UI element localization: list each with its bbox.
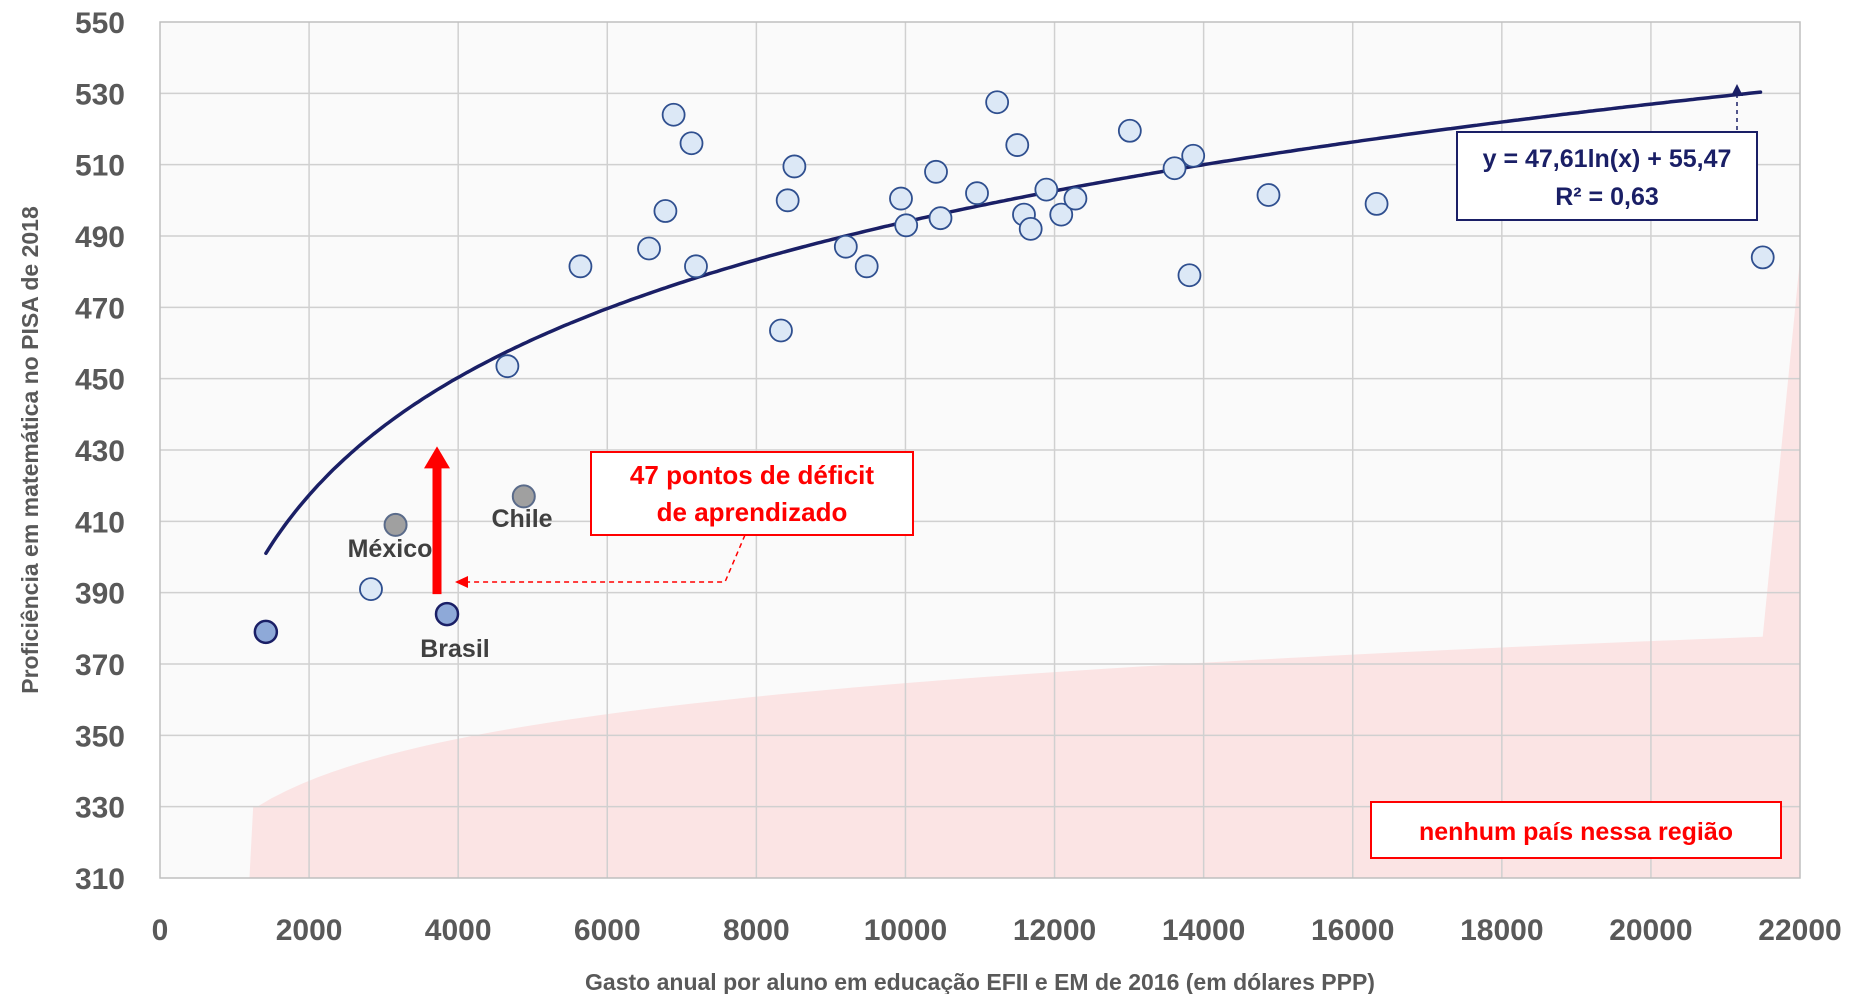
points-layer [253,90,1775,645]
equation-leader-arrowhead [1731,84,1743,96]
r-squared-text: R² = 0,63 [1555,183,1659,211]
x-tick-label: 18000 [1460,914,1543,947]
data-point [1005,133,1030,157]
y-tick-label: 410 [75,506,125,539]
data-point [653,199,678,223]
data-point [1018,216,1043,241]
data-point [359,577,383,601]
data-point [894,213,919,238]
x-tick-label: 20000 [1609,914,1692,947]
point-chile [511,484,536,509]
deficit-line-2: de aprendizado [657,497,848,527]
data-point [1181,143,1206,168]
data-point [1034,177,1059,202]
y-tick-label: 370 [75,649,125,682]
data-point [833,234,858,259]
data-point [889,186,913,211]
y-tick-label: 390 [75,578,125,611]
y-tick-label: 550 [75,7,125,40]
y-tick-label: 530 [75,78,125,111]
data-point [684,254,708,279]
y-axis-title: Proficiência em matemática no PISA de 20… [17,206,43,694]
grid-layer [160,22,1800,878]
data-point [924,159,948,184]
region-label: nenhum país nessa região [1419,818,1733,846]
tick-label-layer: 0 2000 4000 6000 8000 10000 12000 14000 16000 180… [75,7,1842,947]
data-point [1256,183,1281,207]
y-tick-label: 350 [75,720,125,753]
x-tick-label: 12000 [1013,914,1096,947]
data-point [775,188,800,213]
label-chile: Chile [491,505,552,533]
x-tick-label: 2000 [276,914,343,947]
data-point [637,236,661,261]
deficit-arrow-head [424,446,450,469]
y-tick-label: 490 [75,221,125,254]
data-point [1049,202,1074,227]
label-brasil: Brasil [420,635,489,663]
plot-border [159,21,1801,879]
data-point [1117,118,1142,143]
x-tick-label: 0 [152,914,169,947]
x-tick-label: 14000 [1162,914,1245,947]
data-point [495,354,520,379]
x-axis-title: Gasto anual por aluno em educação EFII e… [585,969,1375,994]
x-tick-label: 6000 [574,914,641,947]
x-tick-label: 10000 [864,914,947,947]
annotation-layer: Brasil México Chile [348,84,1743,663]
y-tick-label: 470 [75,292,125,325]
x-tick-label: 16000 [1311,914,1394,947]
trendline-layer [264,90,1763,556]
shaded-region-layer [249,259,1800,878]
label-mexico: México [348,535,433,563]
x-tick-label: 4000 [425,914,492,947]
data-point [1063,186,1088,211]
data-point [568,254,593,279]
y-tick-label: 510 [75,150,125,183]
y-tick-label: 310 [75,863,125,896]
data-point [854,254,879,279]
deficit-line-1: 47 pontos de déficit [630,460,874,490]
shaded-region [249,259,1800,878]
data-point [769,318,793,343]
data-point [985,90,1010,115]
trendline [264,90,1763,556]
x-tick-label: 22000 [1758,914,1841,947]
y-tick-label: 430 [75,435,125,468]
data-point [253,619,279,645]
data-point [1162,156,1187,181]
x-tick-label: 8000 [723,914,790,947]
point-mexico [383,512,408,537]
region-label-box [1370,801,1782,859]
data-point [928,206,953,231]
y-tick-label: 330 [75,792,125,825]
data-point [679,131,704,156]
equation-text: y = 47,61ln(x) + 55,47 [1483,145,1732,173]
data-point [782,154,807,179]
y-tick-label: 450 [75,364,125,397]
data-point [1177,263,1202,288]
data-point [965,181,989,206]
equation-box [1456,131,1758,221]
deficit-box [590,451,914,536]
data-point [1364,191,1389,216]
data-point [661,102,686,127]
point-brasil [434,601,460,627]
data-point [1750,245,1775,270]
deficit-leader-arrowhead [455,576,468,588]
